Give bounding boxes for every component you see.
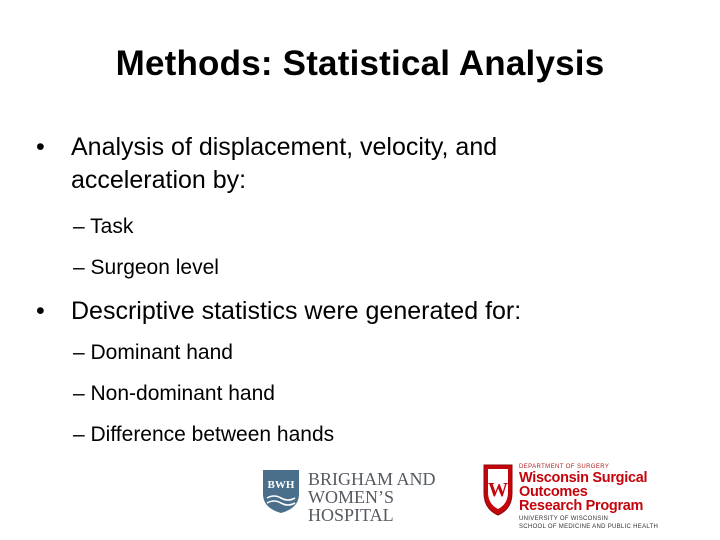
bwh-wordmark: BRIGHAM AND WOMEN’S HOSPITAL — [308, 470, 478, 524]
sub-item-surgeon-level: – Surgeon level — [73, 256, 219, 279]
bwh-shield-icon: BWH — [263, 470, 299, 513]
uw-surgical-outcomes-logo: W DEPARTMENT OF SURGERY Wisconsin Surgic… — [481, 463, 711, 530]
uw-program-line-1: Wisconsin Surgical Outcomes — [519, 470, 648, 500]
bullet-item-analysis: • Analysis of displacement, velocity, an… — [36, 131, 497, 197]
uw-crest-icon: W — [483, 464, 513, 516]
sub-item-task: – Task — [73, 215, 134, 238]
uw-university-line-1: UNIVERSITY OF WISCONSIN — [519, 516, 609, 522]
uw-program-line-2: Research Program — [519, 498, 644, 514]
slide-title: Methods: Statistical Analysis — [115, 44, 605, 83]
uw-university-line-2: SCHOOL OF MEDICINE AND PUBLIC HEALTH — [519, 524, 659, 530]
bwh-logo: BWH BRIGHAM AND WOMEN’S HOSPITAL — [261, 466, 477, 524]
bwh-wordmark-line-1: BRIGHAM AND — [308, 469, 436, 489]
bullet-text-line-1: Analysis of displacement, velocity, and — [71, 133, 498, 161]
bullet-item-descriptive-statistics: • Descriptive statistics were generated … — [36, 295, 521, 328]
sub-item-dominant-hand: – Dominant hand — [73, 341, 233, 364]
bullet-text-line-1: Descriptive statistics were generated fo… — [71, 297, 522, 325]
uw-department: DEPARTMENT OF SURGERY — [519, 464, 610, 470]
uw-crest-letter: W — [488, 479, 508, 501]
bullet-dot: • — [36, 297, 45, 325]
sub-item-non-dominant-hand: – Non-dominant hand — [73, 382, 275, 405]
bullet-dot: • — [36, 133, 45, 161]
bullet-text-line-2: acceleration by: — [71, 166, 247, 194]
sub-item-difference-between-hands: – Difference between hands — [73, 423, 335, 446]
bwh-shield-text: BWH — [268, 479, 295, 491]
uw-wordmark: DEPARTMENT OF SURGERY Wisconsin Surgical… — [519, 463, 709, 531]
bwh-wordmark-line-2: WOMEN’S HOSPITAL — [308, 487, 394, 525]
